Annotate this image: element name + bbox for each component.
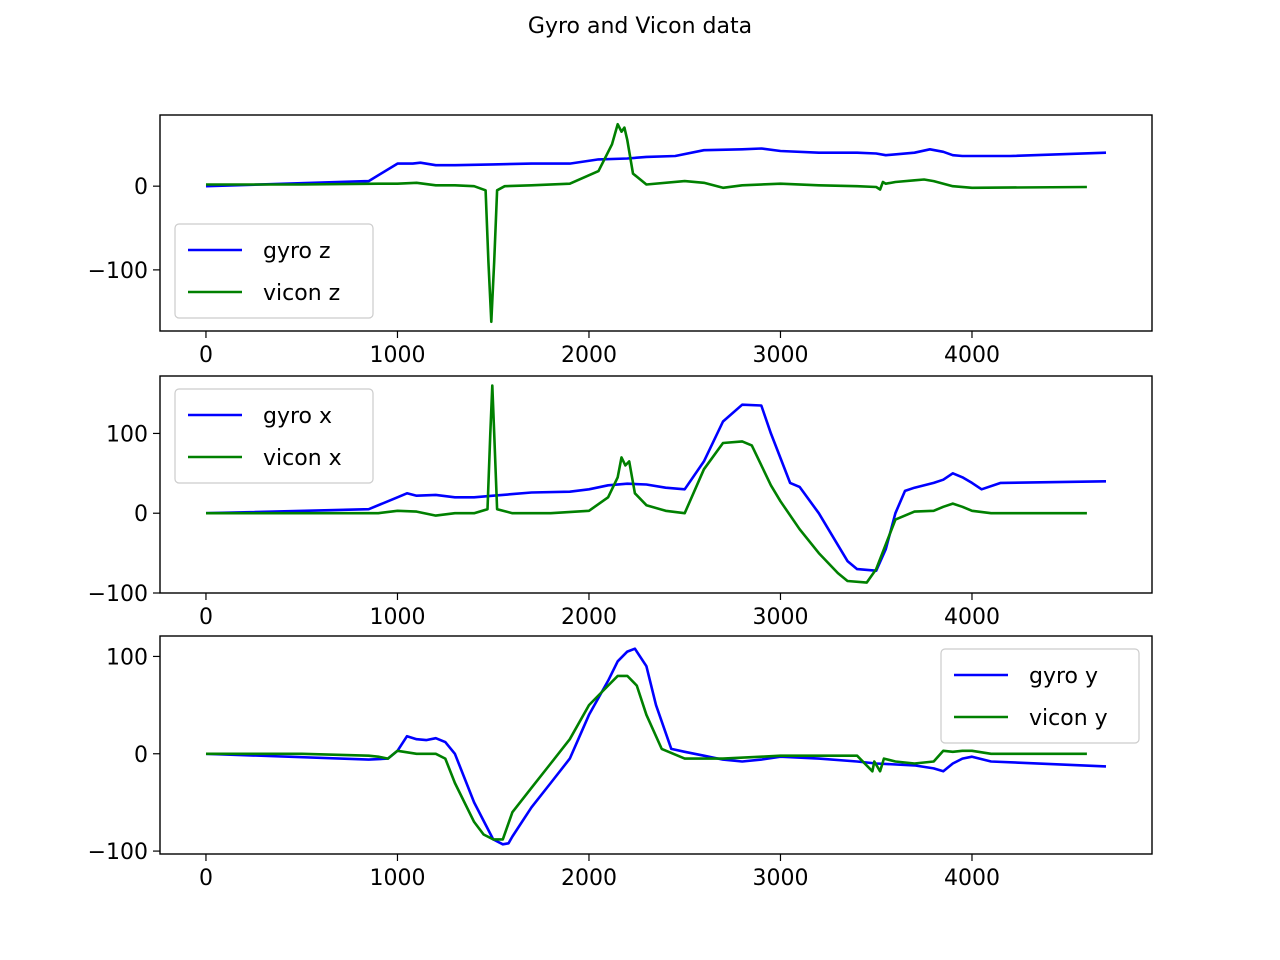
series-line-vicon-y bbox=[206, 674, 1087, 841]
series-line-vicon-x bbox=[206, 384, 1087, 584]
series-line-vicon-z bbox=[206, 122, 1087, 324]
y-tick-label: 0 bbox=[134, 502, 148, 527]
y-tick-label: −100 bbox=[88, 582, 148, 607]
legend-label-gyro-y: gyro y bbox=[1029, 664, 1098, 689]
legend-label-vicon-z: vicon z bbox=[263, 281, 340, 306]
legend-box bbox=[940, 648, 1140, 744]
legend: gyro y vicon y bbox=[940, 648, 1140, 744]
legend-label-gyro-x: gyro x bbox=[263, 404, 332, 429]
series-line-gyro-z bbox=[205, 147, 1107, 188]
x-tick-label: 2000 bbox=[561, 605, 617, 630]
legend: gyro z vicon z bbox=[174, 223, 374, 319]
axes-frame bbox=[159, 114, 1153, 332]
y-tick-label: 0 bbox=[134, 175, 148, 200]
x-tick-label: 2000 bbox=[561, 343, 617, 368]
legend-box bbox=[174, 388, 374, 484]
axes-frame bbox=[159, 375, 1153, 594]
subplot-1: 0 1000 2000 3000 4000 0 −100 gyro z vicon z bbox=[88, 114, 1153, 368]
x-tick-label: 3000 bbox=[752, 866, 808, 891]
series-line-gyro-x bbox=[205, 403, 1107, 572]
y-tick-label: 0 bbox=[134, 743, 148, 768]
figure-title: Gyro and Vicon data bbox=[527, 14, 753, 39]
x-tick-label: 4000 bbox=[944, 343, 1000, 368]
legend-label-gyro-z: gyro z bbox=[263, 239, 331, 264]
x-tick-label: 2000 bbox=[561, 866, 617, 891]
x-tick-label: 1000 bbox=[369, 866, 425, 891]
x-tick-label: 0 bbox=[199, 605, 213, 630]
x-tick-label: 0 bbox=[199, 343, 213, 368]
series-line-gyro-y bbox=[205, 647, 1107, 846]
x-tick-label: 0 bbox=[199, 866, 213, 891]
legend-box bbox=[174, 223, 374, 319]
x-tick-label: 4000 bbox=[944, 866, 1000, 891]
x-tick-label: 3000 bbox=[752, 605, 808, 630]
y-tick-label: −100 bbox=[88, 840, 148, 865]
x-tick-label: 1000 bbox=[369, 343, 425, 368]
legend-label-vicon-x: vicon x bbox=[263, 446, 342, 471]
y-tick-label: 100 bbox=[106, 422, 148, 447]
x-tick-label: 3000 bbox=[752, 343, 808, 368]
x-tick-label: 1000 bbox=[369, 605, 425, 630]
axes-frame bbox=[159, 635, 1153, 855]
x-tick-label: 4000 bbox=[944, 605, 1000, 630]
y-tick-label: −100 bbox=[88, 259, 148, 284]
legend-label-vicon-y: vicon y bbox=[1029, 706, 1108, 731]
y-tick-label: 100 bbox=[106, 645, 148, 670]
legend: gyro x vicon x bbox=[174, 388, 374, 484]
